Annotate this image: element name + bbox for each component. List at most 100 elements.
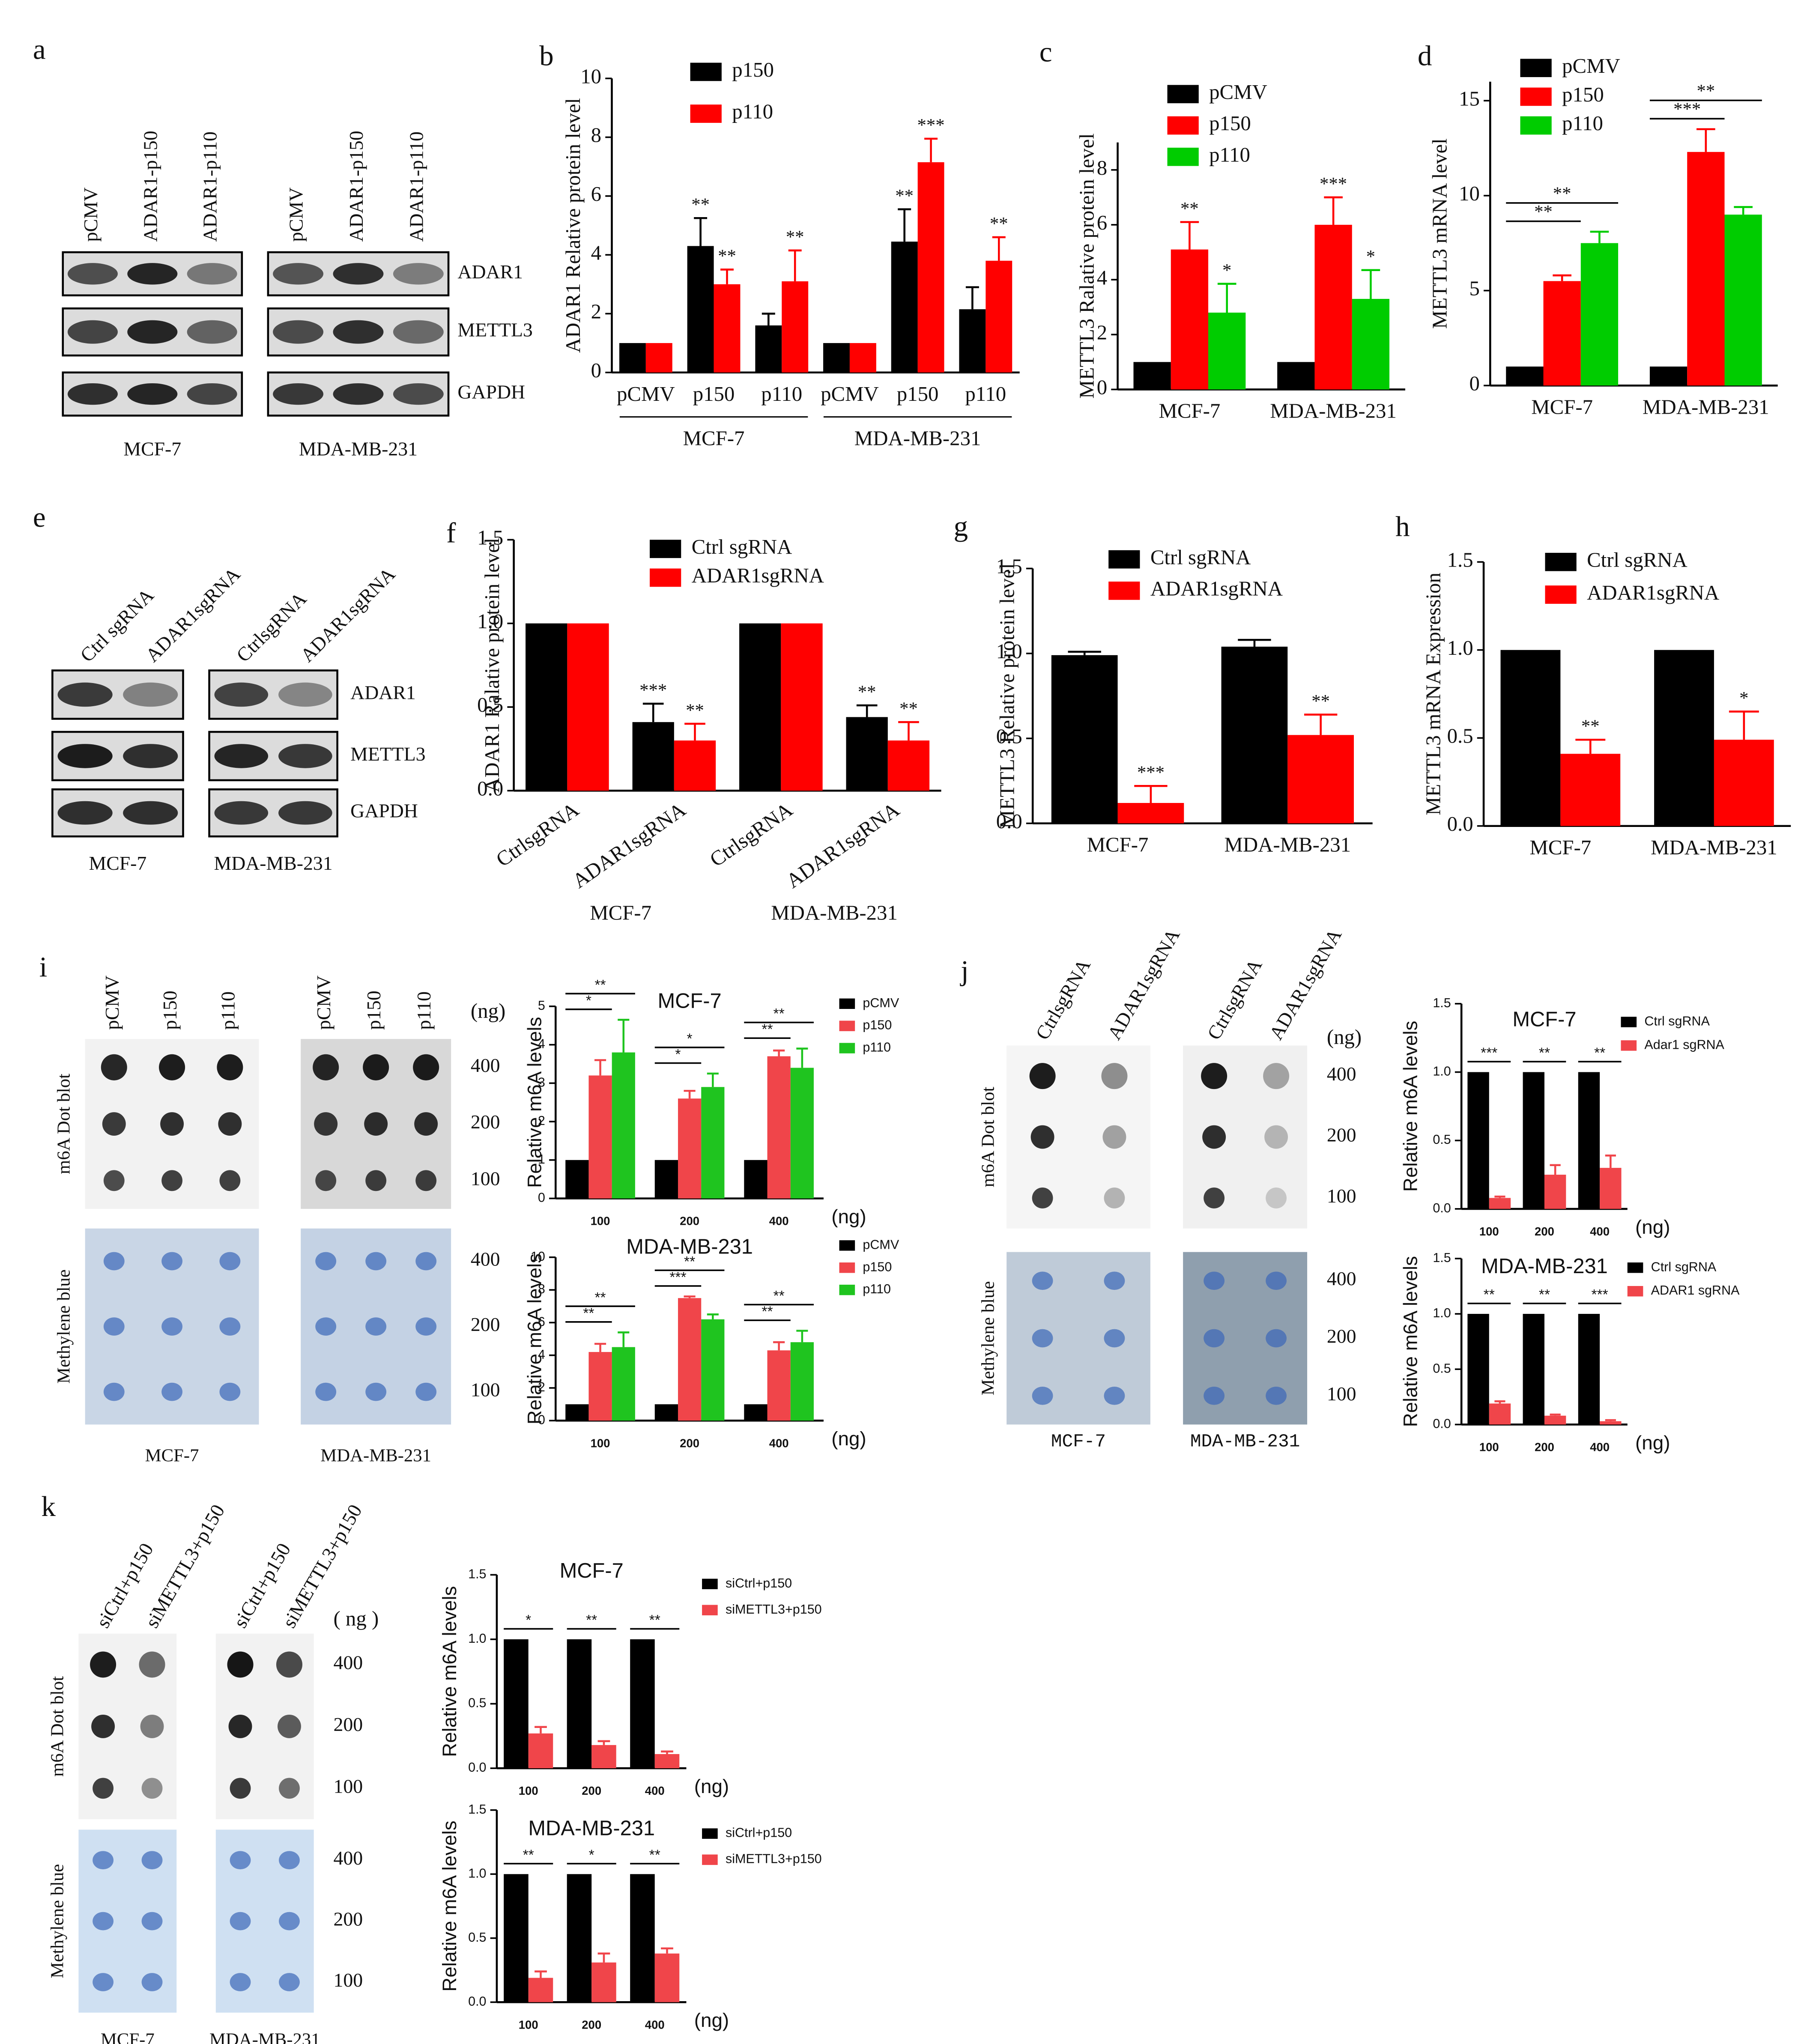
blot-band [123, 744, 178, 768]
stain-dot [219, 1317, 241, 1336]
unit-label: (ng) [1327, 1025, 1362, 1048]
blot-band [67, 383, 118, 405]
y-tick-label: 1 [538, 1152, 545, 1167]
stain-dot [279, 1973, 300, 1991]
bar [1600, 1168, 1622, 1209]
y-axis-label: Relative m6A levels [1399, 1256, 1421, 1427]
cell-line-label: MDA-MB-231 [1190, 1431, 1300, 1452]
bar [891, 242, 918, 373]
significance-label: ** [594, 977, 606, 993]
legend-label: p110 [1209, 143, 1250, 166]
significance-label: ** [762, 1022, 773, 1038]
bar [790, 1342, 814, 1421]
significance-label: *** [1673, 99, 1701, 119]
significance-label: ** [762, 1304, 773, 1320]
amount-label: 200 [471, 1313, 500, 1335]
lane-label: CtrlsgRNA [1031, 955, 1095, 1043]
y-tick-label: 1.5 [477, 526, 503, 549]
x-tick-label: 200 [680, 1436, 699, 1450]
row-label: Methylene blue [47, 1864, 67, 1978]
chart-title: MCF-7 [560, 1559, 624, 1582]
blot-band [278, 682, 332, 707]
blot-band [393, 320, 444, 344]
dot [141, 1778, 163, 1799]
bar [1221, 647, 1288, 824]
x-tick-label: ADAR1sgRNA [782, 797, 904, 892]
significance-label: *** [669, 1270, 686, 1286]
x-tick-label: p150 [897, 382, 939, 406]
stain-dot [1204, 1271, 1225, 1290]
x-tick-label: MDA-MB-231 [1270, 399, 1397, 423]
blot-band [127, 383, 178, 405]
legend-swatch [690, 63, 722, 81]
bar [504, 1874, 529, 2002]
y-tick-label: 8 [1097, 156, 1107, 179]
legend-swatch [1627, 1286, 1643, 1297]
row-label: Methylene blue [54, 1269, 74, 1384]
dot [365, 1170, 387, 1191]
x-tick-label: 100 [591, 1436, 610, 1450]
dot [363, 1054, 389, 1080]
bar [588, 1352, 612, 1421]
legend-label: p150 [863, 1259, 892, 1274]
significance-label: * [1366, 247, 1375, 267]
panel-label: d [1418, 40, 1432, 72]
cell-line-label: MDA-MB-231 [214, 852, 333, 874]
legend-swatch [702, 1605, 718, 1616]
group-label: MCF-7 [683, 427, 745, 450]
blot-band [57, 682, 113, 707]
significance-label: ** [1534, 202, 1553, 222]
bar [986, 260, 1013, 373]
bar [959, 309, 986, 373]
bar [645, 343, 672, 373]
bar [887, 740, 930, 791]
legend-label: Ctrl sgRNA [1587, 548, 1688, 571]
significance-label: ** [1311, 691, 1330, 711]
bar [790, 1068, 814, 1199]
bar [678, 1298, 702, 1421]
stain-dot [1204, 1386, 1225, 1405]
y-tick-label: 5 [538, 998, 545, 1013]
bar [1714, 740, 1774, 826]
bar [504, 1639, 529, 1769]
bar [1277, 362, 1315, 390]
y-axis-label: Relative m6A levels [524, 1253, 546, 1424]
y-tick-label: 1.0 [1433, 1306, 1451, 1320]
y-tick-label: 1.0 [996, 639, 1022, 663]
y-axis-label: METTL3 mRNA Expression [1421, 573, 1445, 815]
dot [91, 1714, 115, 1738]
significance-label: ** [1594, 1045, 1605, 1061]
y-axis-label: METTL3 Ralative protein level [1075, 133, 1099, 398]
x-tick-label: MCF-7 [1529, 836, 1591, 859]
legend-label: p150 [1562, 83, 1604, 106]
amount-label: 200 [1327, 1124, 1356, 1146]
x-tick-label: 200 [582, 1784, 601, 1797]
bar [1654, 650, 1714, 826]
bar [701, 1319, 725, 1421]
significance-label: * [1222, 260, 1231, 280]
bar [1500, 650, 1561, 826]
significance-label: ** [684, 1254, 695, 1270]
x-tick-label: 400 [1590, 1441, 1610, 1454]
bar [1580, 243, 1619, 386]
amount-label: 100 [333, 1969, 363, 1991]
bar [591, 1962, 616, 2002]
blot-band [333, 263, 384, 285]
dot [228, 1714, 252, 1738]
dot [1101, 1063, 1128, 1089]
legend-label: Ctrl sgRNA [692, 535, 792, 558]
stain-dot [315, 1252, 337, 1271]
dot [1202, 1125, 1226, 1149]
legend-swatch [1167, 116, 1199, 135]
significance-label: * [589, 1847, 594, 1863]
panel-label: f [446, 517, 456, 549]
legend-swatch [839, 1284, 855, 1295]
y-tick-label: 0.0 [468, 1760, 486, 1775]
lane-label: ADAR1-p110 [199, 131, 221, 242]
legend-label: p150 [732, 58, 774, 81]
significance-label: *** [1592, 1287, 1608, 1303]
y-tick-label: 4 [538, 1037, 545, 1051]
bar [1467, 1314, 1489, 1425]
amount-label: 100 [1327, 1185, 1356, 1207]
x-tick-label: 400 [645, 1784, 665, 1797]
